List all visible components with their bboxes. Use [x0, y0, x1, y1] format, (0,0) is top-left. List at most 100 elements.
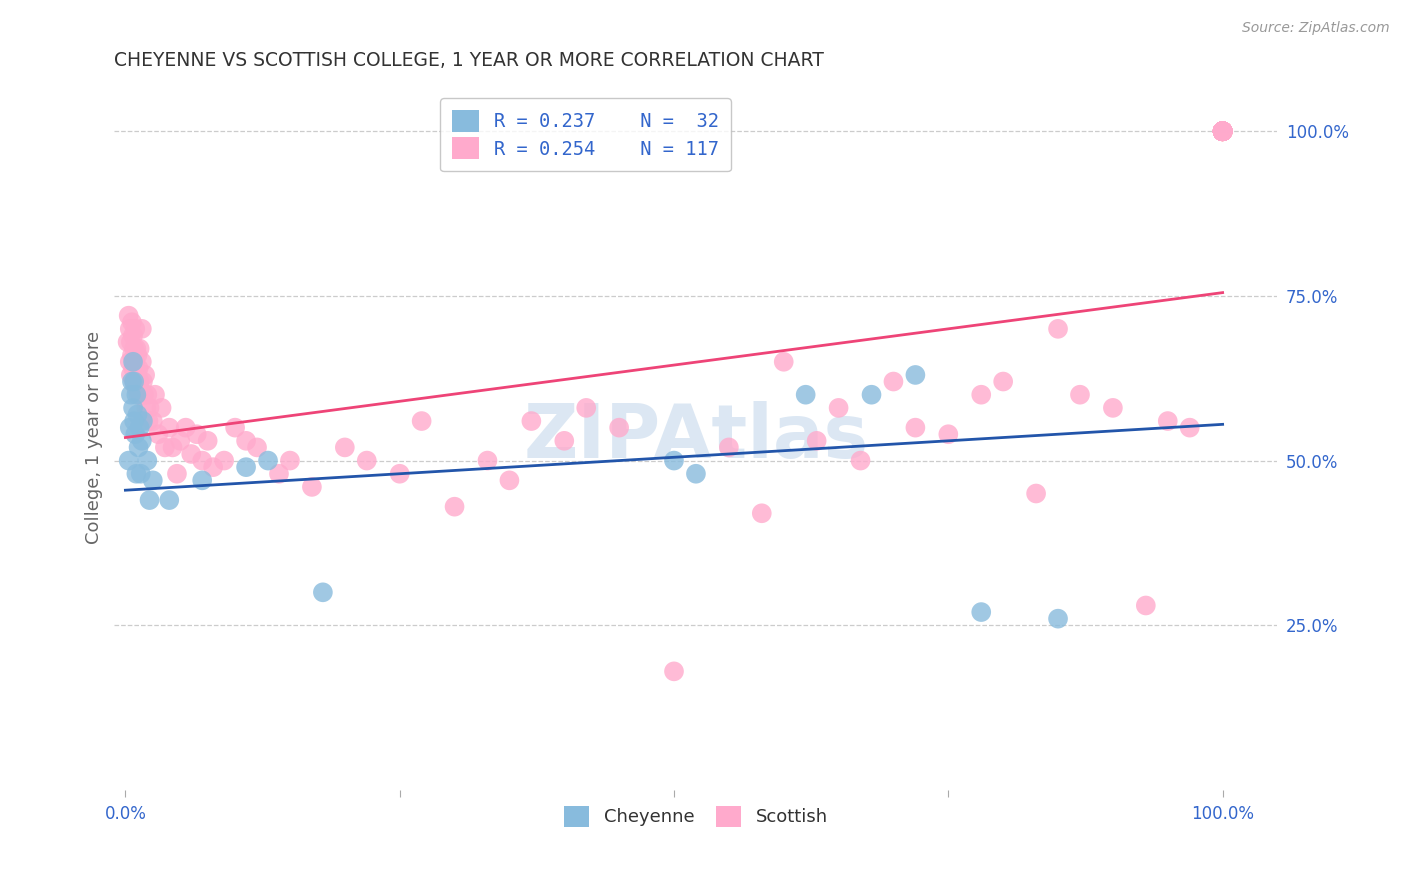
Point [148, 427, 170, 442]
Point [1135, 599, 1157, 613]
Point [127, 368, 149, 382]
Point [1212, 124, 1234, 138]
Point [127, 348, 149, 362]
Point [498, 473, 520, 487]
Point [124, 355, 146, 369]
Point [1212, 124, 1234, 138]
Point [1212, 124, 1234, 138]
Point [138, 414, 160, 428]
Point [751, 506, 773, 520]
Y-axis label: College, 1 year or more: College, 1 year or more [86, 331, 103, 544]
Point [1212, 124, 1234, 138]
Point [970, 387, 993, 401]
Point [1212, 124, 1234, 138]
Point [132, 414, 155, 428]
Point [477, 453, 499, 467]
Point [1212, 124, 1234, 138]
Point [257, 453, 280, 467]
Point [122, 414, 145, 428]
Point [125, 467, 148, 481]
Point [1069, 387, 1091, 401]
Text: ZIPAtlas: ZIPAtlas [523, 401, 869, 474]
Point [1212, 124, 1234, 138]
Point [135, 401, 157, 415]
Point [1212, 124, 1234, 138]
Point [267, 467, 290, 481]
Point [1212, 124, 1234, 138]
Point [1212, 124, 1234, 138]
Point [118, 420, 141, 434]
Point [132, 387, 155, 401]
Point [169, 434, 191, 448]
Point [121, 348, 143, 362]
Point [122, 328, 145, 343]
Point [1212, 124, 1234, 138]
Point [166, 467, 188, 481]
Point [174, 420, 197, 434]
Point [128, 342, 150, 356]
Point [1178, 420, 1201, 434]
Point [301, 480, 323, 494]
Point [1212, 124, 1234, 138]
Point [131, 434, 153, 448]
Point [142, 414, 165, 428]
Point [575, 401, 598, 415]
Point [246, 441, 269, 455]
Point [991, 375, 1014, 389]
Point [150, 401, 173, 415]
Text: Source: ZipAtlas.com: Source: ZipAtlas.com [1241, 21, 1389, 35]
Point [118, 309, 141, 323]
Point [191, 453, 214, 467]
Point [970, 605, 993, 619]
Point [772, 355, 794, 369]
Point [1212, 124, 1234, 138]
Point [1212, 124, 1234, 138]
Point [157, 420, 180, 434]
Point [1212, 124, 1234, 138]
Point [662, 665, 685, 679]
Point [443, 500, 465, 514]
Point [128, 375, 150, 389]
Point [125, 342, 148, 356]
Point [1212, 124, 1234, 138]
Point [142, 473, 165, 487]
Point [120, 368, 142, 382]
Point [1047, 612, 1070, 626]
Point [1212, 124, 1234, 138]
Point [121, 375, 143, 389]
Point [202, 460, 225, 475]
Point [1212, 124, 1234, 138]
Point [553, 434, 575, 448]
Point [1212, 124, 1234, 138]
Point [717, 441, 740, 455]
Point [136, 453, 159, 467]
Point [904, 368, 927, 382]
Point [1212, 124, 1234, 138]
Point [904, 420, 927, 434]
Point [827, 401, 849, 415]
Point [127, 408, 149, 422]
Point [806, 434, 828, 448]
Point [121, 315, 143, 329]
Point [118, 322, 141, 336]
Point [120, 387, 142, 401]
Point [1212, 124, 1234, 138]
Point [124, 427, 146, 442]
Point [882, 375, 904, 389]
Point [333, 441, 356, 455]
Point [1047, 322, 1070, 336]
Point [1212, 124, 1234, 138]
Point [131, 322, 153, 336]
Point [1212, 124, 1234, 138]
Point [794, 387, 817, 401]
Point [411, 414, 433, 428]
Point [1212, 124, 1234, 138]
Point [1212, 124, 1234, 138]
Point [936, 427, 959, 442]
Point [849, 453, 872, 467]
Point [125, 381, 148, 395]
Legend: Cheyenne, Scottish: Cheyenne, Scottish [557, 798, 835, 834]
Point [122, 355, 145, 369]
Point [134, 368, 156, 382]
Point [235, 460, 257, 475]
